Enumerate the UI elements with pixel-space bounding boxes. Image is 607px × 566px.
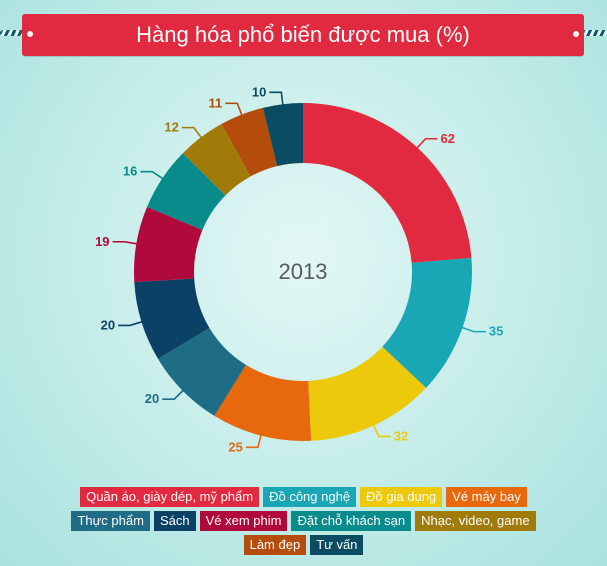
donut-slice [134,206,203,283]
rope-left-decoration [0,30,38,36]
slice-value-label: 35 [489,324,503,339]
legend-item: Đồ gia dụng [360,487,443,507]
slice-value-label: 19 [95,234,109,249]
donut-slice [262,103,303,167]
slice-leader-line [245,433,263,449]
slice-value-label: 16 [123,164,137,179]
donut-slice [147,153,226,230]
donut-slice [214,364,312,441]
slice-leader-line [269,91,284,107]
slice-leader-line [181,126,203,140]
legend-row: Thực phẩm Sách Vé xem phim Đặt chỗ khách sạ… [0,511,607,534]
slice-value-label: 12 [164,120,178,135]
slice-value-label: 32 [394,428,408,443]
legend-item: Thực phẩm [71,511,150,531]
slice-leader-line [460,326,486,333]
donut-slice [382,257,472,388]
slice-value-label: 20 [101,317,115,332]
donut-center-label: 2013 [279,259,328,284]
legend-row: Làm đẹp Tư vấn [0,535,607,558]
banner-eyelet-left [27,31,33,37]
slice-leader-line [118,320,144,327]
donut-slice [134,278,210,359]
slice-leader-line [372,423,391,438]
slice-leader-line [225,102,244,117]
slice-value-label: 62 [441,131,455,146]
slice-leader-line [162,388,185,401]
donut-slice [303,103,472,263]
legend-item: Tư vấn [310,535,364,555]
legend-item: Vé máy bay [446,487,527,507]
slice-value-label: 10 [252,84,266,99]
legend-item: Nhạc, video, game [415,511,536,531]
slice-value-label: 20 [145,391,159,406]
chart-title: Hàng hóa phổ biến được mua (%) [136,22,470,47]
legend-item: Đặt chỗ khách sạn [291,511,412,531]
legend-item: Làm đẹp [243,535,307,555]
slice-value-label: 25 [228,439,242,454]
slice-leader-line [112,240,139,245]
legend-row: Quần áo, giày dép, mỹ phẩm Đồ công nghệ Đồ… [0,487,607,510]
donut-slice [182,123,251,196]
legend-item: Sách [153,511,196,531]
slice-value-label: 11 [209,95,223,110]
legend-item: Vé xem phim [199,511,288,531]
title-banner: Hàng hóa phổ biến được mua (%) [22,14,584,56]
donut-slice [221,107,278,177]
slice-leader-line [415,137,438,150]
donut-slice [308,346,427,441]
chart-legend: Quần áo, giày dép, mỹ phẩm Đồ công nghệ Đồ… [0,487,607,559]
legend-item: Quần áo, giày dép, mỹ phẩm [80,487,260,507]
donut-chart: 62 35 32 25 20 20 19 16 12 11 10 2013 [95,84,503,454]
slice-leader-line [140,170,165,181]
legend-item: Đồ công nghệ [263,487,357,507]
rope-right-decoration [569,30,607,36]
banner-eyelet-right [573,31,579,37]
donut-slice [158,328,246,416]
